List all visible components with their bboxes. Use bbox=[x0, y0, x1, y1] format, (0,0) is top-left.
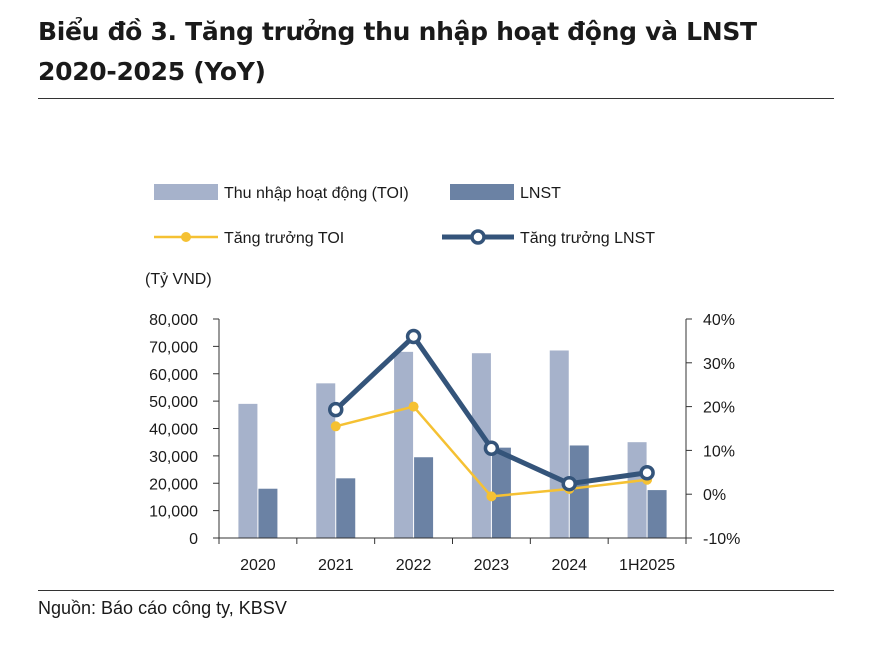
left-tick-label: 0 bbox=[189, 531, 198, 548]
point-lnst-growth-0 bbox=[328, 401, 344, 418]
left-tick-label: 60,000 bbox=[149, 367, 198, 384]
legend-label-toi-growth: Tăng trưởng TOI bbox=[224, 230, 344, 247]
legend-label-lnst: LNST bbox=[520, 185, 561, 202]
legend-marker-lnst-growth bbox=[470, 229, 486, 245]
legend-swatch-lnst bbox=[450, 184, 514, 200]
x-tick-label: 2022 bbox=[396, 557, 432, 574]
right-tick-label: 10% bbox=[703, 443, 735, 460]
right-tick-label: 40% bbox=[703, 312, 735, 329]
x-tick-label: 2023 bbox=[474, 557, 510, 574]
title-divider bbox=[38, 98, 834, 99]
left-tick-label: 40,000 bbox=[149, 422, 198, 439]
point-lnst-growth-3 bbox=[561, 475, 577, 492]
point-toi-growth-2 bbox=[486, 491, 497, 502]
right-tick-label: -10% bbox=[703, 531, 740, 548]
bar-toi-2022 bbox=[394, 351, 414, 538]
bar-toi-2024 bbox=[549, 350, 569, 538]
legend-label-toi: Thu nhập hoạt động (TOI) bbox=[224, 185, 409, 202]
point-lnst-growth-1 bbox=[405, 328, 422, 345]
x-tick-label: 2021 bbox=[318, 557, 354, 574]
x-tick-label: 2024 bbox=[551, 557, 587, 574]
left-tick-label: 50,000 bbox=[149, 394, 198, 411]
point-lnst-growth-2 bbox=[483, 440, 500, 456]
x-tick-label: 1H2025 bbox=[619, 557, 675, 574]
chart-area: Thu nhập hoạt động (TOI) LNST Tăng trưởn… bbox=[145, 184, 740, 574]
source-note: Nguồn: Báo cáo công ty, KBSV bbox=[38, 598, 287, 618]
left-tick-label: 10,000 bbox=[149, 504, 198, 521]
bar-toi-2021 bbox=[316, 383, 336, 538]
bar-toi-2020 bbox=[238, 403, 258, 538]
right-tick-label: 30% bbox=[703, 356, 735, 373]
bar-lnst-2024 bbox=[569, 445, 589, 538]
legend-marker-toi-growth bbox=[181, 232, 191, 242]
legend: Thu nhập hoạt động (TOI) LNST Tăng trưởn… bbox=[154, 184, 655, 247]
bar-lnst-1h2025 bbox=[647, 490, 667, 538]
point-toi-growth-0 bbox=[330, 421, 341, 432]
x-tick-label: 2020 bbox=[240, 557, 276, 574]
point-toi-growth-1 bbox=[408, 401, 419, 412]
line-lnst-growth bbox=[334, 334, 648, 487]
left-tick-label: 80,000 bbox=[149, 312, 198, 329]
bar-lnst-2023 bbox=[491, 447, 511, 538]
left-tick-label: 30,000 bbox=[149, 449, 198, 466]
legend-swatch-toi bbox=[154, 184, 218, 200]
chart-title: Biểu đồ 3. Tăng trưởng thu nhập hoạt độn… bbox=[38, 17, 757, 86]
bar-lnst-2022 bbox=[414, 457, 434, 538]
left-tick-label: 70,000 bbox=[149, 339, 198, 356]
point-lnst-growth-4 bbox=[639, 464, 655, 481]
left-tick-label: 20,000 bbox=[149, 476, 198, 493]
bar-lnst-2020 bbox=[258, 488, 278, 538]
bar-lnst-2021 bbox=[336, 478, 356, 538]
right-tick-label: 20% bbox=[703, 400, 735, 417]
left-axis-unit-label: (Tỷ VND) bbox=[145, 271, 212, 288]
footer-divider bbox=[38, 590, 834, 591]
legend-label-lnst-growth: Tăng trưởng LNST bbox=[520, 230, 655, 247]
right-tick-label: 0% bbox=[703, 487, 726, 504]
bar-toi-1h2025 bbox=[627, 442, 647, 538]
